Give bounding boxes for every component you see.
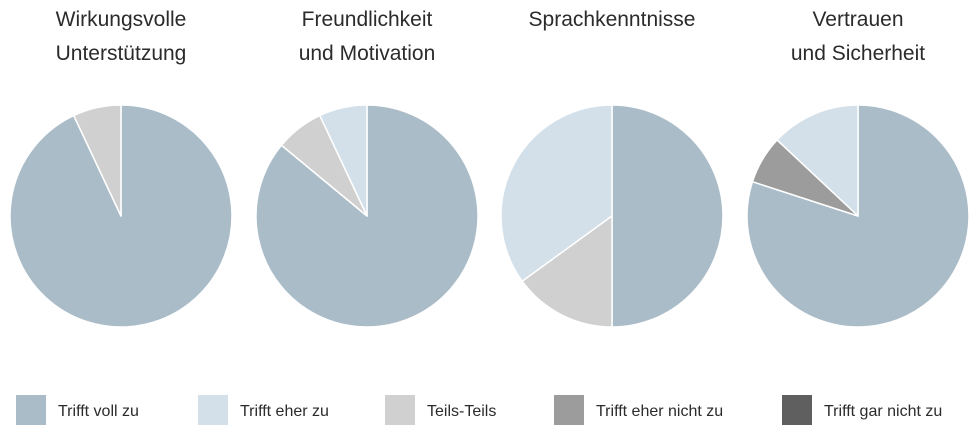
legend-swatch-trifft-gar-nicht-zu [782,395,812,425]
pie-slice-sprachkenntnisse-trifft-eher-zu [500,104,613,282]
pie-slice-sprachkenntnisse-teils-teils [521,215,613,328]
legend-swatch-teils-teils [385,395,415,425]
legend-swatch-trifft-eher-nicht-zu [554,395,584,425]
legend-item-trifft-gar-nicht-zu: Trifft gar nicht zu [782,395,942,425]
legend-item-trifft-voll-zu: Trifft voll zu [16,395,139,425]
legend-label-trifft-voll-zu: Trifft voll zu [58,403,139,420]
pie-charts [9,104,970,328]
pie-slice-vertrauen-und-sicherheit-trifft-eher-zu [776,104,859,217]
legend-label-trifft-gar-nicht-zu: Trifft gar nicht zu [824,403,942,420]
pie-title-sprachkenntnisse-line-1: Sprachkenntnisse [529,8,696,31]
pie-chart-wirkungsvolle-unterstuetzung [9,104,233,328]
legend-swatch-trifft-voll-zu [16,395,46,425]
pie-chart-freundlichkeit-und-motivation [255,104,479,328]
legend-label-teils-teils: Teils-Teils [427,403,496,420]
pie-slice-vertrauen-und-sicherheit-trifft-eher-nicht-zu [751,139,859,217]
pie-title-freundlichkeit-und-motivation-line-2: und Motivation [299,42,436,65]
pie-title-wirkungsvolle-unterstuetzung-line-2: Unterstützung [56,42,187,65]
pie-slice-sprachkenntnisse-trifft-voll-zu [611,104,724,328]
pie-chart-vertrauen-und-sicherheit [746,104,970,328]
pie-title-vertrauen-und-sicherheit-line-1: Vertrauen [812,8,903,31]
legend-item-trifft-eher-zu: Trifft eher zu [198,395,329,425]
pie-chart-sprachkenntnisse [500,104,724,328]
legend-label-trifft-eher-nicht-zu: Trifft eher nicht zu [596,403,723,420]
pie-title-wirkungsvolle-unterstuetzung-line-1: Wirkungsvolle [56,8,187,31]
pie-title-vertrauen-und-sicherheit-line-2: und Sicherheit [791,42,925,65]
legend-item-teils-teils: Teils-Teils [385,395,496,425]
legend-item-trifft-eher-nicht-zu: Trifft eher nicht zu [554,395,723,425]
pie-slice-wirkungsvolle-unterstuetzung-teils-teils [72,104,122,217]
legend-label-trifft-eher-zu: Trifft eher zu [240,403,329,420]
legend: Trifft voll zu Trifft eher zu Teils-Teils T… [16,395,942,425]
chart-titles: Wirkungsvolle Unterstützung Freundlichkeit… [56,8,926,65]
legend-swatch-trifft-eher-zu [198,395,228,425]
pie-title-freundlichkeit-und-motivation-line-1: Freundlichkeit [302,8,433,31]
pie-slice-freundlichkeit-und-motivation-teils-teils [280,114,368,217]
